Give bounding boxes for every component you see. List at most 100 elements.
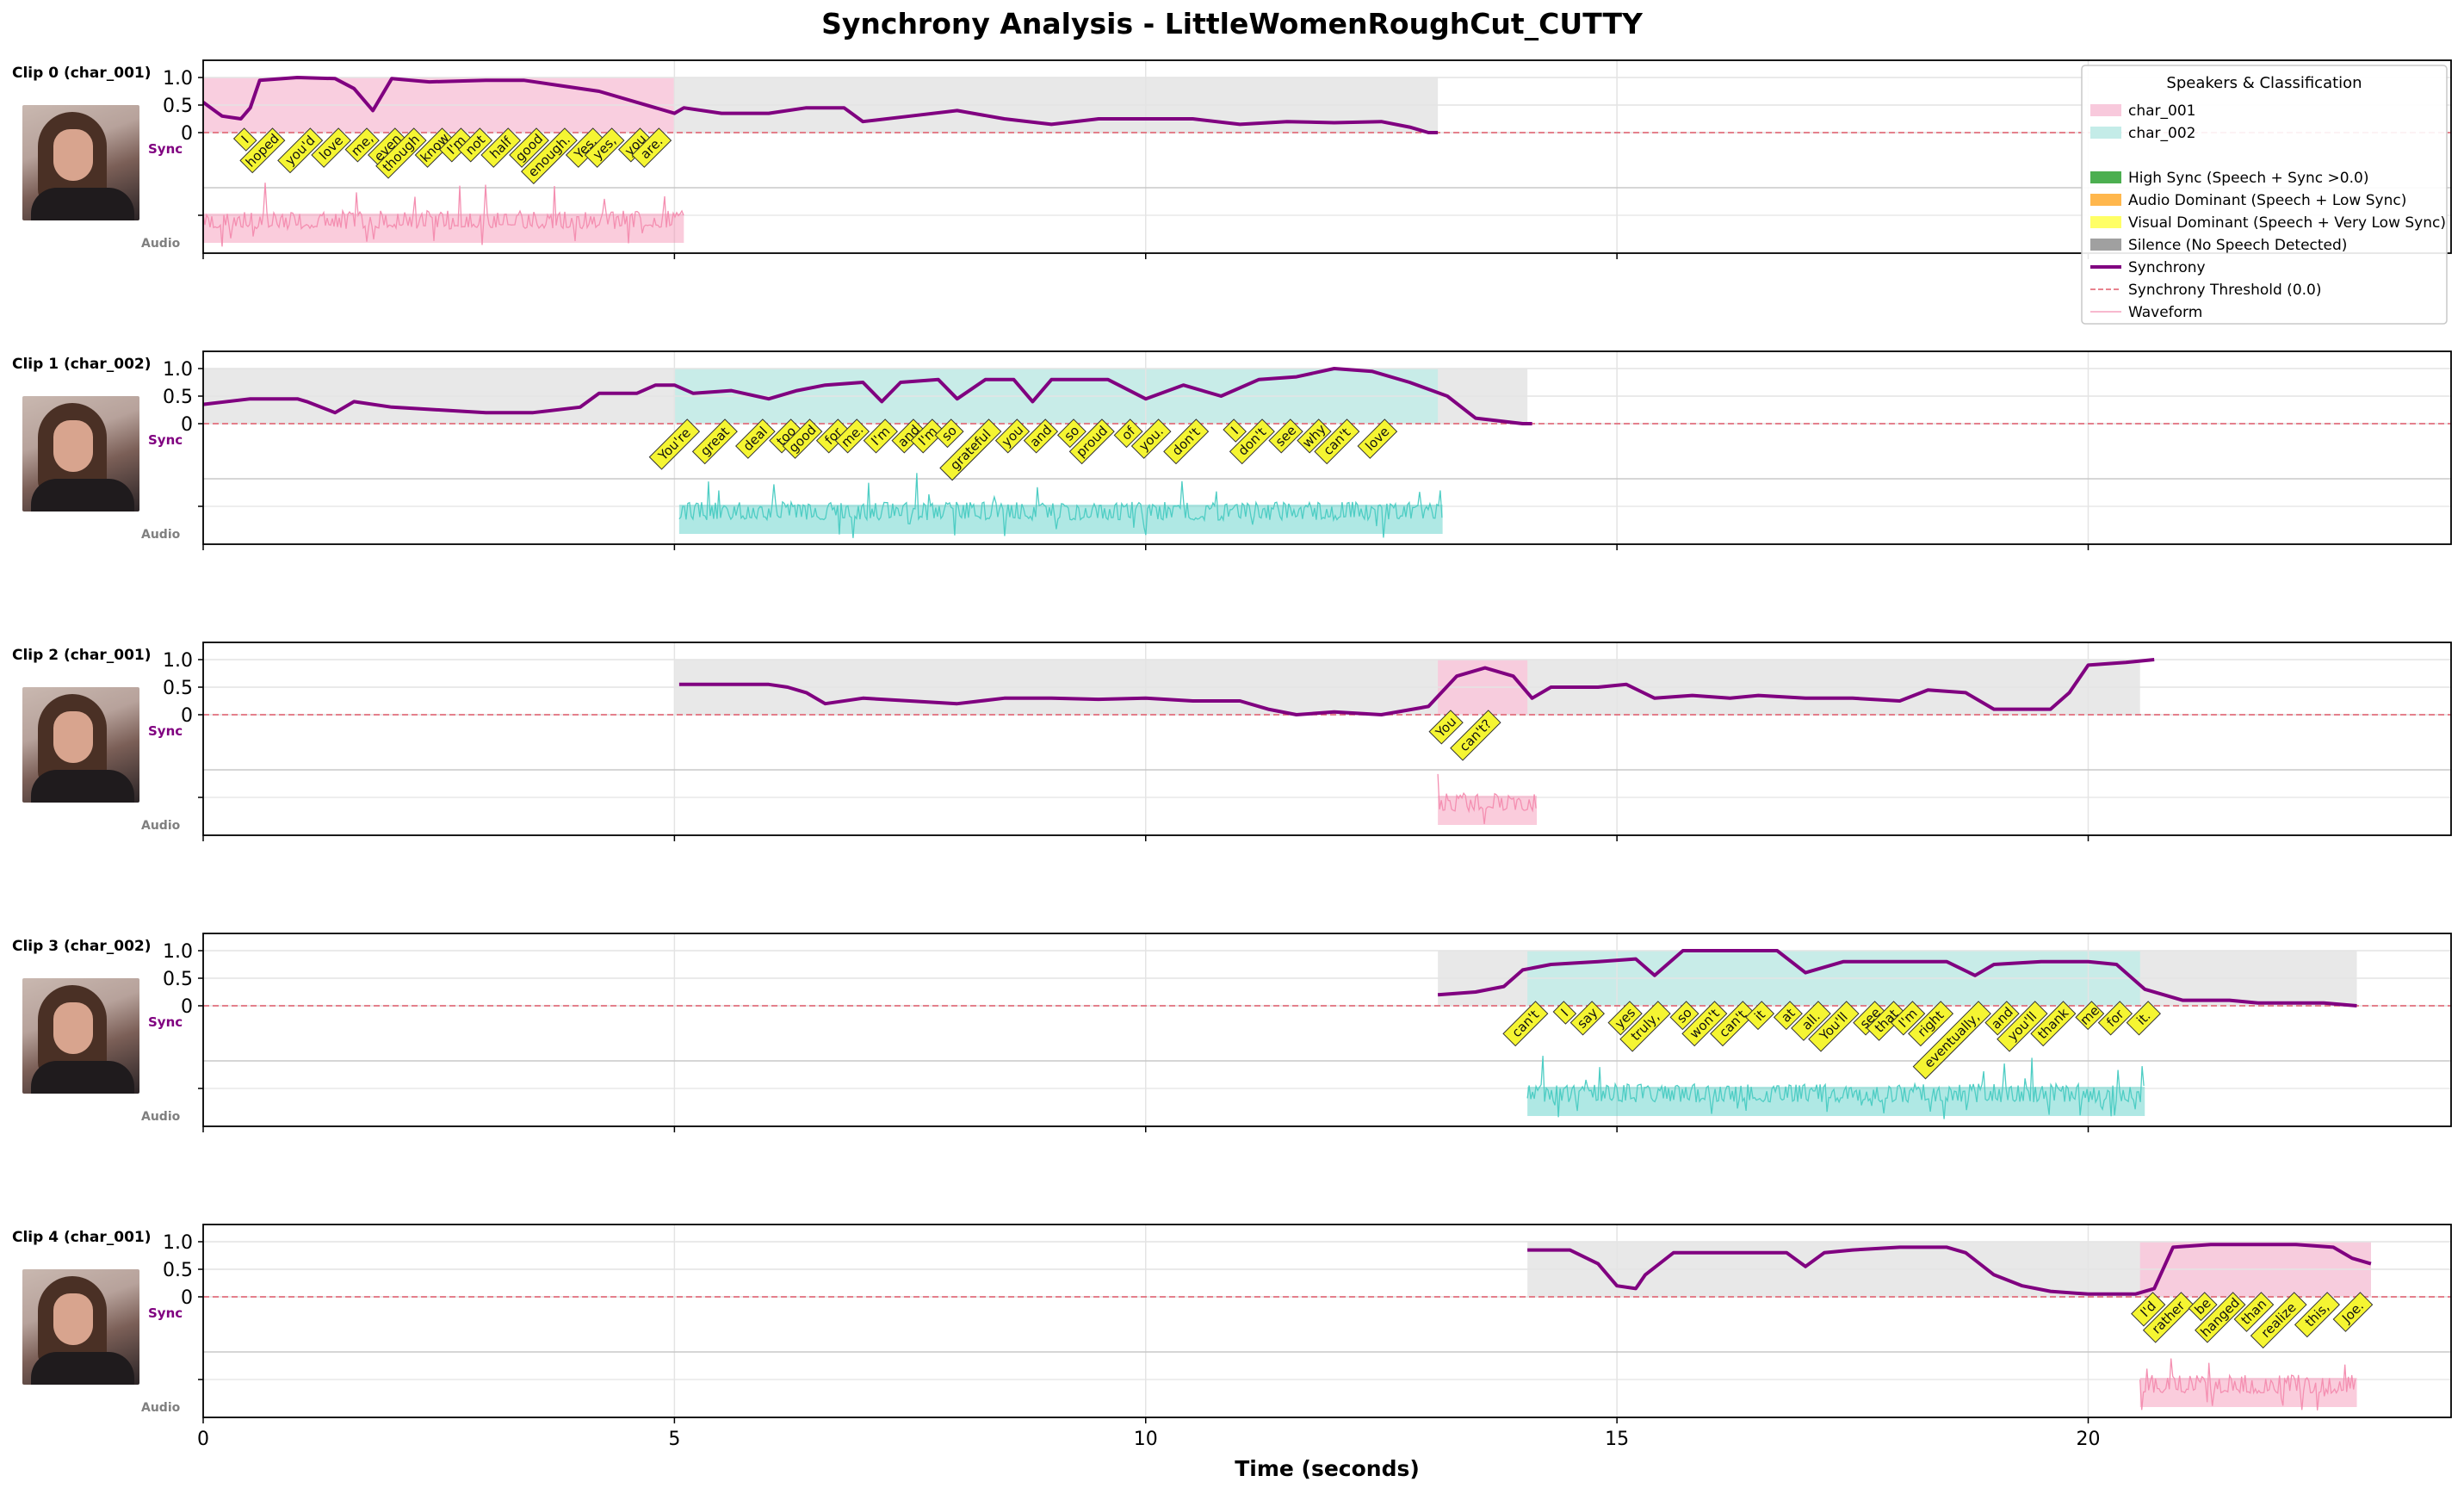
word-box [1163,418,1210,465]
word-box [375,127,427,179]
word-label: I [1552,1001,1577,1025]
audio-label: Audio [141,528,181,542]
word-box [277,127,324,174]
word-box [1912,1001,1991,1080]
word-box [2233,1292,2275,1332]
word-box [1619,1001,1671,1052]
y-tick-label: 0 [181,996,193,1018]
word-box [1866,1001,1907,1041]
axes-frame [202,933,2452,1127]
word-box [480,127,522,168]
word-box [584,127,625,168]
waveform-fill [1527,1087,2145,1116]
word-box [457,127,493,163]
word-box [1710,1001,1756,1047]
word-box [1113,418,1143,449]
word-box [1023,418,1059,454]
word-box [1056,418,1087,449]
legend-swatch [2090,239,2121,251]
word-box [1607,1001,1643,1036]
legend-swatch [2090,194,2121,206]
word-box [1229,418,1275,465]
y-tick-label: 0.5 [163,678,193,699]
word-box [2332,1292,2374,1332]
word-label: than [2233,1292,2275,1332]
word-label: half [480,127,522,168]
word-label: of [1113,418,1143,449]
axes-frame [202,350,2452,545]
word-box [1984,1001,2020,1036]
clip-thumbnail [22,1269,139,1385]
word-label: at [1773,1001,1803,1031]
word-box [1268,418,1303,454]
word-box [2142,1292,2195,1343]
legend-label: Audio Dominant (Speech + Low Sync) [2128,192,2406,209]
word-box [1068,418,1115,465]
word-label: love [1357,418,1398,459]
word-box [910,418,945,454]
y-tick-label: 1.0 [163,359,193,381]
word-label: this, [2294,1292,2340,1338]
x-tick-label: 15 [1605,1429,1629,1450]
word-box [934,418,964,449]
word-box [735,418,776,459]
word-box [2097,1001,2133,1036]
word-box [2126,1001,2161,1036]
clip-label: Clip 3 (char_002) [12,938,152,955]
word-label: not [457,127,493,163]
word-box [311,127,351,168]
word-label: can't [1502,1001,1549,1047]
word-box [691,418,738,465]
word-box [1223,418,1247,443]
sync-label: Sync [148,1305,183,1321]
legend-label: char_002 [2128,125,2195,142]
audio-label: Audio [141,1401,181,1415]
word-box [1773,1001,1803,1031]
legend-swatch [2090,127,2121,139]
page-title: Synchrony Analysis - LittleWomenRoughCut… [821,7,1643,40]
word-box [1681,1001,1728,1047]
word-label: great [691,418,738,465]
word-box [1569,1001,1605,1036]
word-box [1450,710,1501,761]
word-box [1130,418,1172,459]
legend-label: High Sync (Speech + Sync >0.0) [2128,170,2368,187]
axes-frame [202,1224,2452,1418]
word-box [2250,1292,2307,1348]
legend-swatch [2090,216,2121,228]
y-tick-label: 0 [181,705,193,727]
word-box [1908,1001,1954,1047]
y-tick-label: 0.5 [163,1260,193,1281]
y-tick-label: 1.0 [163,68,193,90]
legend-label: Synchrony Threshold (0.0) [2128,282,2322,299]
sync-label: Sync [148,432,183,448]
word-box [521,127,578,184]
y-tick-label: 1.0 [163,941,193,963]
word-box [863,418,898,454]
word-box [232,127,257,152]
word-box [994,418,1031,454]
legend-title: Speakers & Classification [2166,74,2362,92]
word-box [2195,1292,2246,1343]
word-box [1502,1001,1549,1047]
sync-label: Sync [148,1014,183,1030]
waveform-line [1437,773,1537,824]
audio-label: Audio [141,1110,181,1124]
synchrony-line [201,76,1439,134]
word-box [1669,1001,1699,1031]
legend-box [2081,65,2448,325]
clip-label: Clip 4 (char_001) [12,1229,152,1246]
legend-label: Visual Dominant (Speech + Very Low Sync) [2128,214,2446,232]
synchrony-line [1527,1243,2372,1296]
word-box [939,418,1002,481]
waveform-line [1526,1056,2145,1119]
waveform-line [2139,1358,2356,1410]
axes-frame [202,59,2452,254]
y-tick-label: 0.5 [163,96,193,117]
legend-swatch [2090,171,2121,183]
word-label: it [1745,1001,1775,1031]
